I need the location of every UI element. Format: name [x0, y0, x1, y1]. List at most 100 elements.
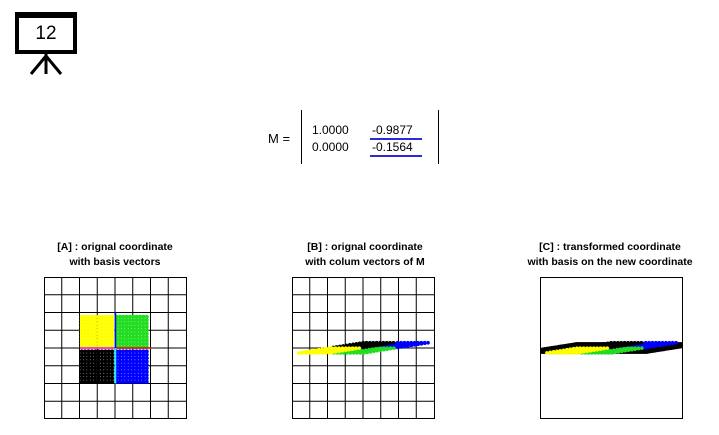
data-point — [110, 334, 115, 339]
data-point — [79, 321, 84, 326]
data-point — [137, 372, 142, 377]
data-point — [131, 338, 136, 343]
data-point — [103, 379, 108, 384]
data-point — [117, 324, 122, 329]
data-point — [86, 338, 91, 343]
data-point — [100, 372, 105, 377]
presentation-board-icon — [29, 54, 63, 75]
data-point — [303, 351, 308, 355]
data-point — [610, 351, 614, 355]
data-point — [86, 362, 91, 367]
data-point — [121, 341, 126, 346]
data-point — [79, 324, 84, 329]
data-point — [141, 321, 146, 326]
data-point — [106, 338, 111, 343]
data-point — [117, 341, 122, 346]
matrix-right-bar — [438, 110, 439, 164]
data-point — [396, 345, 400, 350]
data-point — [368, 350, 373, 354]
data-point — [103, 366, 108, 371]
matrix-underline-r2 — [370, 155, 422, 157]
data-point — [121, 352, 126, 357]
data-point — [79, 366, 84, 371]
data-point — [137, 352, 142, 357]
data-point — [103, 324, 108, 329]
data-point — [144, 341, 149, 346]
data-point — [144, 356, 149, 361]
data-point — [96, 328, 101, 333]
data-point — [141, 372, 146, 377]
data-point — [100, 328, 105, 333]
data-point — [350, 347, 355, 351]
data-point — [137, 376, 142, 381]
data-point — [639, 340, 644, 345]
data-point — [357, 346, 362, 350]
data-point — [578, 350, 583, 355]
data-point — [374, 343, 379, 348]
data-point — [134, 369, 139, 374]
data-point — [83, 359, 88, 364]
data-point — [391, 340, 396, 345]
data-point — [86, 324, 91, 329]
data-point — [127, 341, 132, 346]
data-point — [110, 376, 115, 381]
data-point — [626, 348, 631, 353]
data-point — [89, 349, 94, 354]
data-point — [127, 349, 132, 354]
data-point — [86, 349, 91, 354]
data-point — [79, 318, 84, 323]
data-point — [131, 321, 136, 326]
data-point — [96, 372, 101, 377]
data-point — [103, 328, 108, 333]
panel-c-title-line2: with basis on the new coordinate — [527, 256, 693, 268]
data-point — [127, 362, 132, 367]
data-point — [86, 376, 91, 381]
data-point — [636, 346, 641, 351]
data-point — [381, 342, 386, 347]
data-point — [103, 331, 108, 336]
data-point — [337, 349, 342, 354]
data-point — [93, 369, 98, 374]
data-point — [134, 334, 139, 339]
data-point — [93, 341, 98, 346]
data-point — [131, 341, 136, 346]
data-point — [657, 343, 662, 348]
data-point — [134, 352, 139, 357]
data-point — [79, 372, 84, 377]
data-point — [117, 362, 122, 367]
data-point — [93, 379, 98, 384]
data-point — [100, 318, 105, 323]
data-point — [86, 372, 91, 377]
data-point — [83, 372, 88, 377]
data-point — [334, 350, 338, 354]
data-point — [110, 324, 115, 329]
data-point — [117, 369, 122, 374]
data-point — [79, 349, 84, 354]
data-point — [127, 352, 132, 357]
data-point — [121, 359, 126, 364]
data-point — [79, 341, 84, 346]
data-point — [144, 314, 149, 319]
data-point — [561, 351, 566, 355]
matrix-label: M = — [268, 131, 291, 146]
data-point — [317, 351, 321, 355]
data-point — [121, 314, 126, 319]
data-point — [602, 346, 606, 351]
data-point — [137, 321, 142, 326]
data-point — [86, 331, 91, 336]
data-point — [100, 324, 105, 329]
data-point — [141, 334, 146, 339]
data-point — [93, 314, 98, 319]
data-point — [137, 341, 142, 346]
data-point — [141, 331, 146, 336]
data-point — [365, 350, 370, 355]
data-point — [313, 351, 318, 355]
data-point — [605, 346, 610, 350]
data-point — [575, 351, 580, 355]
data-point — [83, 331, 88, 336]
data-point — [599, 351, 604, 355]
data-point — [134, 321, 139, 326]
data-point — [131, 362, 136, 367]
data-point — [96, 314, 101, 319]
data-point — [372, 349, 376, 354]
